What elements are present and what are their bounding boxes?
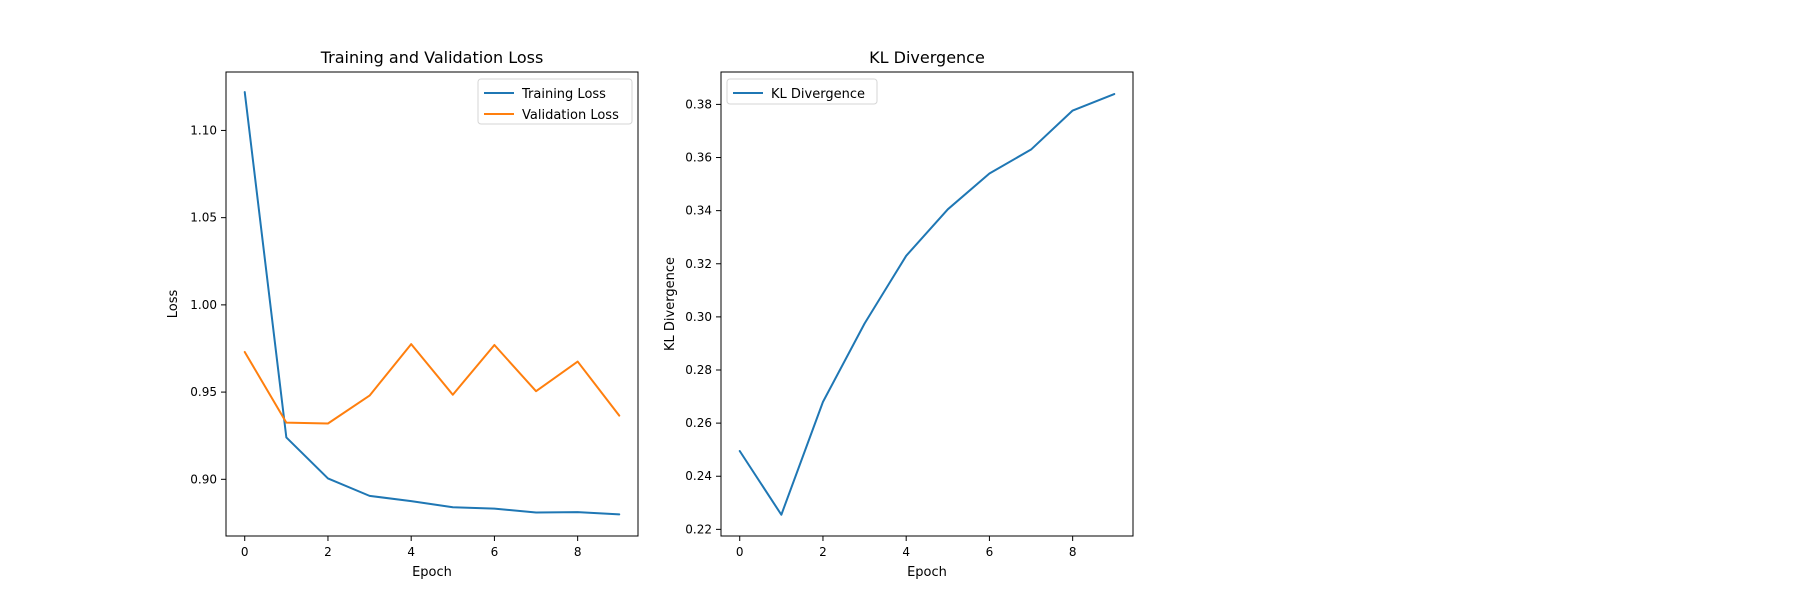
plot-area-frame [720,71,1134,537]
kl-divergence-point [1029,147,1034,152]
x-tick-label: 0 [736,545,744,559]
x-tick-label: 0 [241,545,249,559]
training-loss-point [409,499,414,504]
y-tick-label: 0.90 [190,472,217,486]
x-tick-label: 2 [324,545,332,559]
validation-loss-point [284,420,289,425]
training-loss-point [242,90,247,95]
y-tick-label: 0.34 [685,204,712,218]
kl-divergence-point [945,207,950,212]
validation-loss-point [242,349,247,354]
chart-title: Training and Validation Loss [320,48,544,67]
training-loss-point [367,493,372,498]
validation-loss-point [534,389,539,394]
legend-label-validation-loss: Validation Loss [522,108,619,123]
y-axis-label: Loss [166,290,181,319]
x-tick-label: 8 [574,545,582,559]
y-tick-label: 0.36 [685,151,712,165]
kl-divergence-point [1112,92,1117,97]
y-tick-label: 1.05 [190,211,217,225]
kl-divergence-point [820,399,825,404]
kl-divergence-point [987,171,992,176]
y-tick-label: 0.26 [685,416,712,430]
x-tick-label: 8 [1069,545,1077,559]
validation-loss-point [325,421,330,426]
kl-divergence-point [904,253,909,258]
legend-box [726,78,878,105]
x-axis-label: Epoch [907,565,947,580]
x-tick-label: 2 [819,545,827,559]
training-loss-point [575,510,580,515]
kl-divergence-chart: KL Divergence Epoch KL Divergence 0 2 4 6 8 0.22… [663,48,1134,580]
plot-area-frame [225,71,639,537]
validation-loss-line [243,343,621,425]
y-tick-label: 0.30 [685,310,712,324]
validation-loss-point [617,413,622,418]
training-validation-loss-chart: Training and Validation Loss Epoch Loss 0 2 4… [166,48,639,580]
chart-title: KL Divergence [869,48,985,67]
legend-box [477,78,633,125]
y-tick-label: 0.24 [685,469,712,483]
legend-label-kl-divergence: KL Divergence [771,87,865,102]
validation-loss-point [575,359,580,364]
validation-loss-point [492,342,497,347]
y-tick-label: 0.22 [685,522,712,536]
x-tick-label: 4 [902,545,910,559]
training-loss-line [243,91,621,516]
y-tick-label: 1.10 [190,123,217,137]
training-loss-point [617,512,622,517]
validation-loss-point [409,342,414,347]
y-tick-label: 0.28 [685,363,712,377]
y-tick-label: 1.00 [190,298,217,312]
x-tick-label: 4 [407,545,415,559]
y-tick-label: 0.32 [685,257,712,271]
training-loss-point [325,476,330,481]
legend-label-training-loss: Training Loss [521,87,606,102]
training-loss-point [450,505,455,510]
kl-divergence-line [738,93,1116,516]
x-axis-label: Epoch [412,565,452,580]
y-axis-label: KL Divergence [663,257,678,351]
x-tick-label: 6 [491,545,499,559]
x-tick-label: 6 [986,545,994,559]
validation-loss-point [450,392,455,397]
kl-divergence-point [779,512,784,517]
training-loss-point [492,506,497,511]
y-tick-label: 0.38 [685,97,712,111]
validation-loss-point [367,393,372,398]
y-tick-label: 0.95 [190,385,217,399]
kl-divergence-point [1070,108,1075,113]
kl-divergence-point [862,321,867,326]
training-loss-point [284,435,289,440]
training-loss-point [534,510,539,515]
kl-divergence-point [737,449,742,454]
